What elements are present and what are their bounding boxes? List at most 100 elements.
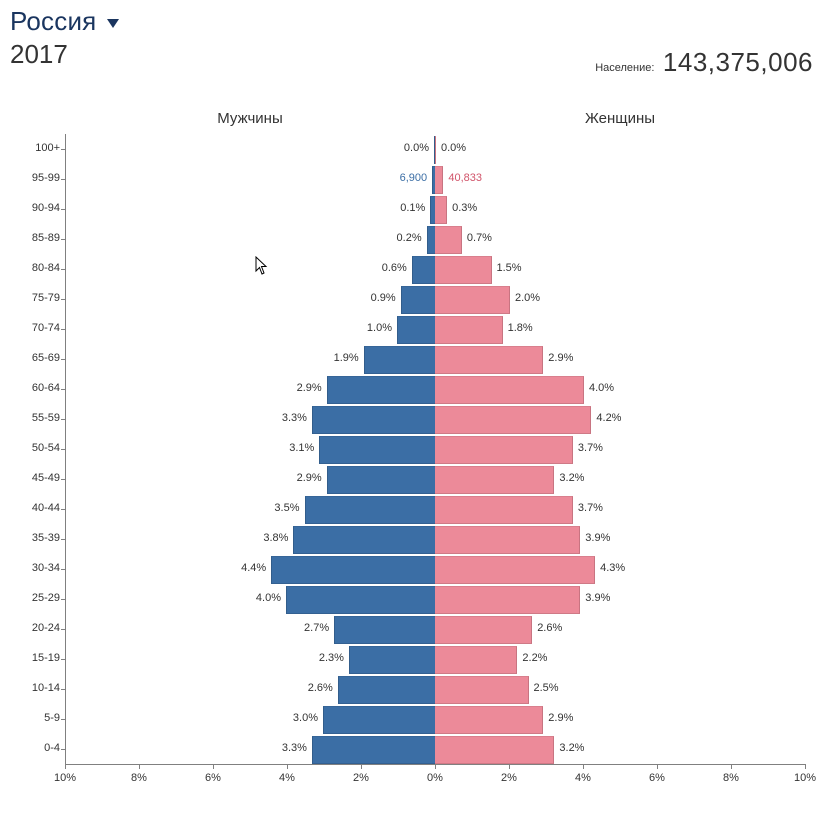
female-bar[interactable] (435, 166, 443, 194)
male-value-label: 2.7% (304, 622, 329, 634)
y-tick-label: 0-4 (10, 742, 60, 754)
pyramid-row[interactable]: 1.0%1.8% (65, 314, 805, 344)
female-bar[interactable] (435, 736, 554, 764)
female-bar[interactable] (435, 706, 543, 734)
female-bar[interactable] (435, 226, 462, 254)
pyramid-row[interactable]: 0.1%0.3% (65, 194, 805, 224)
pyramid-row[interactable]: 0.9%2.0% (65, 284, 805, 314)
x-tick-mark (213, 764, 214, 769)
pyramid-row[interactable]: 2.7% 2.6% (65, 614, 805, 644)
male-bar[interactable] (349, 646, 435, 674)
male-bar[interactable] (397, 316, 435, 344)
x-tick-mark (435, 764, 436, 769)
female-value-label: 1.5% (497, 262, 522, 274)
y-tick-mark (61, 509, 65, 510)
pyramid-row[interactable]: 3.5%3.7% (65, 494, 805, 524)
male-bar[interactable] (427, 226, 435, 254)
pyramid-row[interactable]: 1.9% 2.9% (65, 344, 805, 374)
female-bar[interactable] (435, 136, 436, 164)
female-bar[interactable] (435, 316, 503, 344)
male-value-label: 3.5% (274, 502, 299, 514)
y-tick-label: 55-59 (10, 412, 60, 424)
pyramid-row[interactable]: 2.9%4.0% (65, 374, 805, 404)
hover-female-value: 40,833 (448, 172, 482, 184)
female-bar[interactable] (435, 526, 580, 554)
pyramid-row[interactable]: 2.6% 2.5% (65, 674, 805, 704)
female-value-label: 2.6% (537, 622, 562, 634)
male-bar[interactable] (312, 406, 435, 434)
y-tick-label: 90-94 (10, 202, 60, 214)
y-tick-label: 25-29 (10, 592, 60, 604)
x-tick-label: 0% (415, 772, 455, 784)
female-bar[interactable] (435, 556, 595, 584)
pyramid-row[interactable]: 3.8%3.9% (65, 524, 805, 554)
pyramid-row[interactable]: 0.0%0.0% (65, 134, 805, 164)
country-name: Россия (10, 6, 96, 36)
male-value-label: 4.0% (256, 592, 281, 604)
pyramid-row[interactable]: 2.3%2.2% (65, 644, 805, 674)
male-value-label: 0.0% (404, 142, 429, 154)
pyramid-row[interactable]: 3.3%4.2% (65, 404, 805, 434)
female-bar[interactable] (435, 496, 573, 524)
pyramid-row[interactable]: 3.3%3.2% (65, 734, 805, 764)
y-tick-mark (61, 209, 65, 210)
male-bar[interactable] (286, 586, 435, 614)
male-bar[interactable] (327, 376, 435, 404)
male-bar[interactable] (327, 466, 435, 494)
male-bar[interactable] (334, 616, 435, 644)
male-value-label: 2.9% (297, 382, 322, 394)
pyramid-row[interactable]: 0.6% 1.5% (65, 254, 805, 284)
x-tick-mark (583, 764, 584, 769)
female-bar[interactable] (435, 646, 517, 674)
y-tick-mark (61, 149, 65, 150)
male-value-label: 0.6% (382, 262, 407, 274)
male-bar[interactable] (323, 706, 435, 734)
x-tick-mark (731, 764, 732, 769)
male-bar[interactable] (364, 346, 435, 374)
female-bar[interactable] (435, 406, 591, 434)
country-dropdown[interactable]: Россия (10, 6, 817, 37)
pyramid-row[interactable]: 3.1%3.7% (65, 434, 805, 464)
female-bar[interactable] (435, 256, 492, 284)
pyramid-row[interactable]: 6,90040,833 (65, 164, 805, 194)
male-bar[interactable] (319, 436, 435, 464)
female-bar[interactable] (435, 586, 580, 614)
population-pyramid-chart[interactable]: Мужчины Женщины 0.0%0.0%6,90040,8330.1%0… (10, 104, 810, 804)
male-bar[interactable] (412, 256, 435, 284)
y-tick-label: 75-79 (10, 292, 60, 304)
female-bar[interactable] (435, 676, 529, 704)
male-bar[interactable] (293, 526, 435, 554)
male-bar[interactable] (271, 556, 435, 584)
male-bar[interactable] (305, 496, 436, 524)
female-value-label: 3.2% (559, 472, 584, 484)
pyramid-row[interactable]: 0.2%0.7% (65, 224, 805, 254)
female-value-label: 3.2% (559, 742, 584, 754)
pyramid-row[interactable]: 3.0%2.9% (65, 704, 805, 734)
male-value-label: 2.3% (319, 652, 344, 664)
y-tick-label: 20-24 (10, 622, 60, 634)
female-value-label: 2.9% (548, 352, 573, 364)
y-tick-mark (61, 419, 65, 420)
male-series-title: Мужчины (190, 110, 310, 127)
female-bar[interactable] (435, 466, 554, 494)
y-tick-mark (61, 569, 65, 570)
female-value-label: 2.5% (534, 682, 559, 694)
male-bar[interactable] (401, 286, 435, 314)
male-value-label: 0.1% (400, 202, 425, 214)
female-bar[interactable] (435, 616, 532, 644)
pyramid-row[interactable]: 4.4%4.3% (65, 554, 805, 584)
female-bar[interactable] (435, 346, 543, 374)
female-bar[interactable] (435, 196, 447, 224)
female-bar[interactable] (435, 436, 573, 464)
y-tick-mark (61, 269, 65, 270)
male-bar[interactable] (312, 736, 435, 764)
female-bar[interactable] (435, 286, 510, 314)
male-bar[interactable] (338, 676, 435, 704)
y-tick-mark (61, 389, 65, 390)
female-bar[interactable] (435, 376, 584, 404)
pyramid-row[interactable]: 2.9%3.2% (65, 464, 805, 494)
male-value-label: 2.6% (308, 682, 333, 694)
pyramid-row[interactable]: 4.0%3.9% (65, 584, 805, 614)
male-value-label: 1.9% (334, 352, 359, 364)
y-tick-label: 100+ (10, 142, 60, 154)
